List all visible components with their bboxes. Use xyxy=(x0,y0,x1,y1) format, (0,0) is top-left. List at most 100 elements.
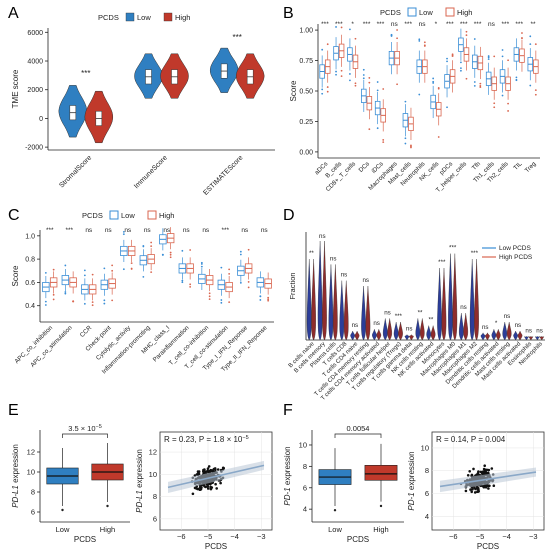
c-outlier xyxy=(52,293,55,296)
d-violin-low xyxy=(382,318,388,341)
b-outlier xyxy=(473,81,476,83)
a-legend-key-1 xyxy=(163,12,173,22)
b-outlier xyxy=(390,35,393,37)
c-outlier xyxy=(220,301,223,304)
c-outlier xyxy=(91,304,94,307)
e2-point xyxy=(219,481,222,485)
d-significance: *** xyxy=(449,245,457,252)
d-significance: ** xyxy=(429,317,434,324)
d-significance: ns xyxy=(373,320,380,327)
d-violin-high xyxy=(528,336,534,341)
c-outlier xyxy=(247,286,250,289)
b-outlier xyxy=(515,79,518,82)
b-outlier xyxy=(349,73,351,75)
c-outlier xyxy=(181,249,184,252)
c-outlier xyxy=(181,279,184,282)
b-outlier xyxy=(437,87,440,89)
b-outlier xyxy=(479,84,482,87)
f1-x-tick-label: Low xyxy=(328,525,342,534)
c-outlier xyxy=(169,253,172,256)
b-outlier xyxy=(473,38,476,40)
c-significance: ns xyxy=(241,227,249,234)
b-outlier xyxy=(368,77,371,79)
e2-y-tick-label: 12 xyxy=(149,448,157,457)
b-outlier xyxy=(493,102,496,105)
f2-point xyxy=(476,472,480,475)
b-outlier xyxy=(354,37,357,40)
f1-outlier xyxy=(379,504,383,508)
c-outlier xyxy=(181,281,184,284)
b-outlier xyxy=(410,144,412,147)
panel-e-box-chart: 6 8 10 12 PD-L1 expression PCDS Low High 3.5 × 1… xyxy=(11,424,130,544)
c-outlier xyxy=(228,268,231,271)
b-significance: *** xyxy=(321,21,329,28)
a-legend-key-0 xyxy=(125,12,135,22)
b-y-label: Score xyxy=(289,80,298,101)
d-violin-high xyxy=(485,332,490,341)
f1-y-label-gene: PD-1 xyxy=(283,487,292,505)
d-violin-high xyxy=(474,258,479,341)
c-outlier xyxy=(228,272,231,275)
b-outlier xyxy=(501,49,504,51)
b-outlier xyxy=(340,26,343,29)
f2-y-tick-label: 6 xyxy=(425,489,429,498)
a-y-tick-label: 6000 xyxy=(27,30,43,37)
c-outlier xyxy=(91,301,94,304)
b-outlier xyxy=(507,102,509,105)
b-outlier xyxy=(446,106,448,109)
b-outlier xyxy=(368,81,371,84)
d-significance: ns xyxy=(319,233,326,240)
d-violin-low xyxy=(328,264,334,341)
f2-point xyxy=(487,487,490,490)
d-significance: ns xyxy=(384,309,391,316)
e2-point xyxy=(210,469,213,472)
b-outlier xyxy=(340,75,343,78)
d-violin-high xyxy=(343,280,349,341)
f2-point xyxy=(492,484,496,488)
f1-y-label-suffix: expression xyxy=(283,446,292,487)
c-outlier xyxy=(72,300,75,303)
e2-annotation-exponent: −5 xyxy=(242,435,248,441)
f2-point xyxy=(472,467,475,471)
b-outlier xyxy=(493,55,496,58)
b-outlier xyxy=(349,79,351,82)
b-outlier xyxy=(349,28,351,31)
b-outlier xyxy=(326,90,329,93)
b-outlier xyxy=(376,89,379,92)
b-outlier xyxy=(534,93,537,96)
e1-p-value-exponent: −5 xyxy=(96,424,102,430)
d-violin-low xyxy=(361,285,366,341)
c-outlier xyxy=(189,283,192,286)
e2-y-label-suffix: expression xyxy=(135,449,144,490)
f2-y-tick-label: 8 xyxy=(425,466,429,475)
e2-point xyxy=(216,468,220,471)
d-violin-high xyxy=(539,336,545,341)
c-outlier xyxy=(111,269,114,272)
b-outlier xyxy=(534,43,537,46)
c-significance: ns xyxy=(105,227,113,234)
c-outlier xyxy=(142,275,145,278)
f2-y-label: PD-1 expression xyxy=(407,451,416,510)
c-outlier xyxy=(267,299,270,302)
f1-outlier xyxy=(333,509,337,512)
b-legend-title: PCDS xyxy=(380,8,401,17)
panel-label-e: E xyxy=(8,402,19,419)
e2-x-tick-label: −3 xyxy=(257,532,266,541)
c-outlier xyxy=(239,250,242,253)
b-outlier xyxy=(521,32,523,34)
d-violin-low xyxy=(513,330,518,341)
f2-x-tick-label: −4 xyxy=(502,532,511,541)
d-violin-high xyxy=(311,258,316,341)
e2-point xyxy=(203,468,206,471)
a-legend-title: PCDS xyxy=(98,13,119,22)
d-legend-label-low: Low PCDS xyxy=(499,245,531,252)
b-outlier xyxy=(507,59,509,62)
b-outlier xyxy=(479,86,482,89)
b-outlier xyxy=(529,43,532,46)
f2-x-label: PCDS xyxy=(477,542,499,551)
e1-outlier xyxy=(106,504,109,508)
b-outlier xyxy=(460,69,462,72)
e1-y-label: PD-L1 expression xyxy=(11,444,20,508)
d-violin-high xyxy=(419,318,425,341)
